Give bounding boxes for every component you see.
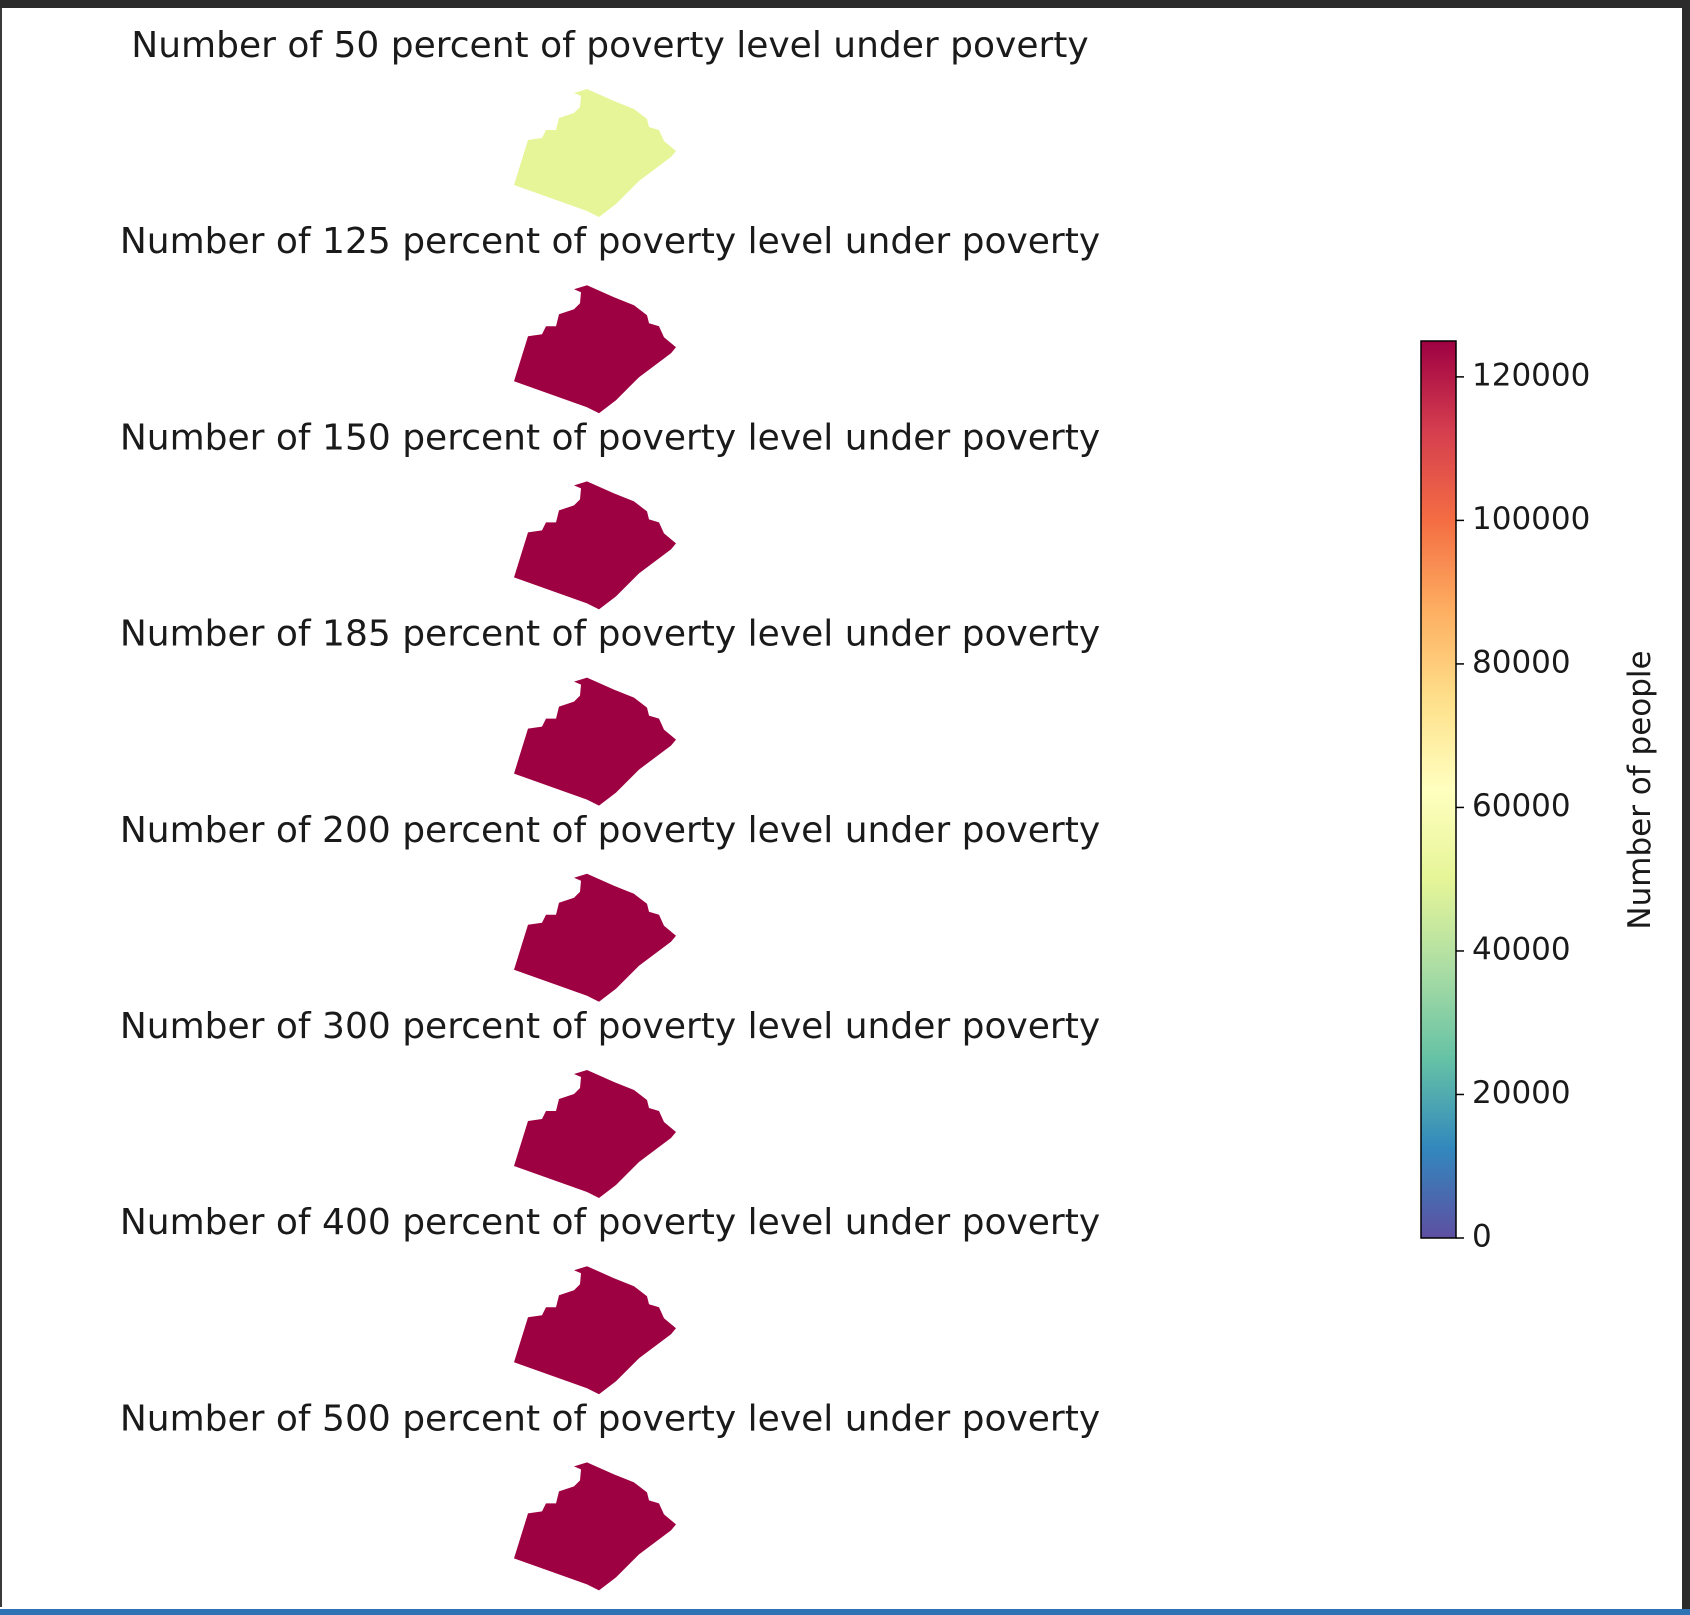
map-panel: Number of 150 percent of poverty level u… xyxy=(120,417,1100,610)
map-region xyxy=(514,873,676,1002)
panel-title: Number of 300 percent of poverty level u… xyxy=(120,1006,1100,1047)
panel-title: Number of 500 percent of poverty level u… xyxy=(120,1398,1100,1439)
map-region xyxy=(514,1070,676,1198)
map-panel: Number of 125 percent of poverty level u… xyxy=(120,221,1100,414)
colorbar-tick-label: 40000 xyxy=(1472,931,1571,967)
colorbar-gradient xyxy=(1420,340,1457,1239)
colorbar-ticks: 0 20000 40000 60000 80000 100000 120000 xyxy=(1456,357,1590,1255)
colorbar: 0 20000 40000 60000 80000 100000 120000 Number… xyxy=(1420,340,1658,1255)
map-region xyxy=(514,1462,676,1591)
map-region xyxy=(514,677,676,806)
colorbar-tick-label: 0 xyxy=(1472,1219,1492,1255)
map-panel: Number of 185 percent of poverty level u… xyxy=(120,614,1100,806)
panel-title: Number of 185 percent of poverty level u… xyxy=(120,614,1100,655)
window-frame-top xyxy=(0,0,1690,8)
map-region xyxy=(514,481,676,610)
map-panel: Number of 200 percent of poverty level u… xyxy=(120,810,1100,1002)
map-region xyxy=(514,285,676,414)
colorbar-tick-label: 20000 xyxy=(1472,1075,1571,1111)
map-panel: Number of 300 percent of poverty level u… xyxy=(120,1006,1100,1198)
map-panel: Number of 400 percent of poverty level u… xyxy=(120,1202,1100,1395)
colorbar-tick-label: 60000 xyxy=(1472,788,1571,824)
map-panels: Number of 50 percent of poverty level un… xyxy=(120,25,1100,1591)
map-panel: Number of 50 percent of poverty level un… xyxy=(131,25,1089,217)
panel-title: Number of 125 percent of poverty level u… xyxy=(120,221,1100,262)
map-region xyxy=(514,1266,676,1395)
colorbar-tick-label: 80000 xyxy=(1472,644,1571,680)
window-frame-right xyxy=(1682,0,1690,1615)
window-frame-left xyxy=(0,8,2,1607)
panel-title: Number of 200 percent of poverty level u… xyxy=(120,810,1100,851)
colorbar-label: Number of people xyxy=(1622,650,1658,929)
colorbar-tick-label: 100000 xyxy=(1472,501,1590,537)
window-frame-bottom xyxy=(0,1609,1690,1615)
colorbar-tick-label: 120000 xyxy=(1472,357,1590,393)
panel-title: Number of 400 percent of poverty level u… xyxy=(120,1202,1100,1243)
map-panel: Number of 500 percent of poverty level u… xyxy=(120,1398,1100,1591)
panel-title: Number of 50 percent of poverty level un… xyxy=(131,25,1088,66)
panel-title: Number of 150 percent of poverty level u… xyxy=(120,417,1100,458)
map-region xyxy=(514,89,676,217)
